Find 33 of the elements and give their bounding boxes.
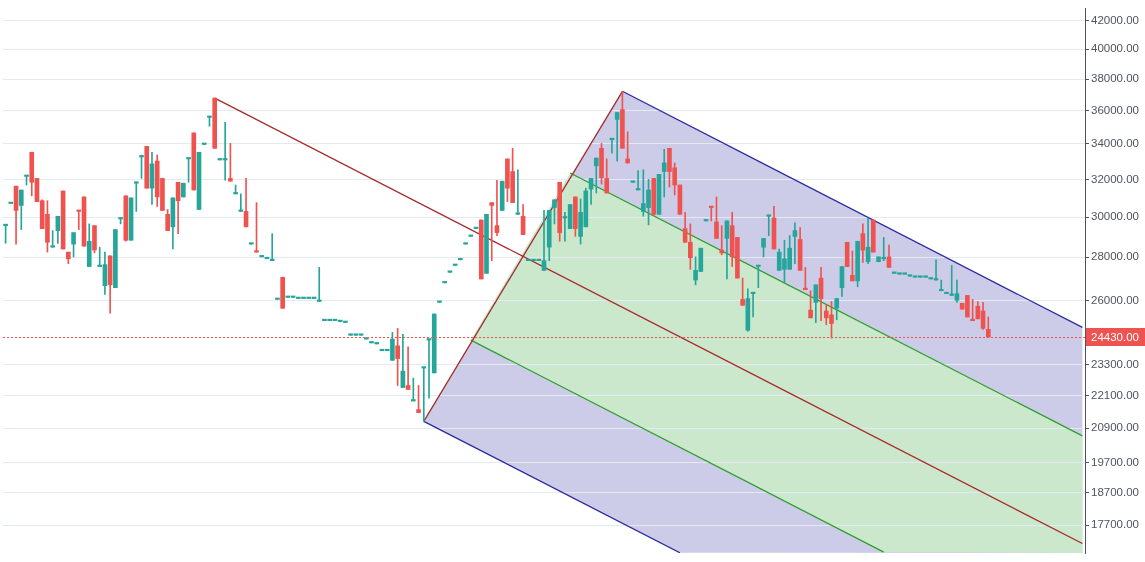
candlestick	[515, 169, 521, 215]
y-tick-label: 42000.00	[1091, 13, 1139, 26]
candlestick	[494, 179, 500, 236]
candlestick	[133, 181, 139, 212]
y-tick-label: 32000.00	[1091, 172, 1139, 185]
candlestick	[269, 233, 275, 261]
y-tick-label: 38000.00	[1091, 72, 1139, 85]
candlestick	[792, 222, 798, 264]
y-tick-label: 23300.00	[1091, 357, 1139, 370]
y-tick-label: 28000.00	[1091, 250, 1139, 263]
candlestick	[489, 202, 495, 261]
candlestick	[708, 205, 714, 222]
y-tick-label: 20900.00	[1091, 421, 1139, 434]
candlestick	[405, 346, 411, 390]
candlestick	[316, 267, 322, 302]
y-tick-label: 26000.00	[1091, 293, 1139, 306]
y-tick-label: 17700.00	[1091, 518, 1139, 531]
candlestick	[593, 157, 599, 194]
candlestick	[421, 366, 427, 422]
y-tick-label: 34000.00	[1091, 137, 1139, 150]
y-tick-label: 19700.00	[1091, 455, 1139, 468]
y-tick-label: 18700.00	[1091, 486, 1139, 499]
y-tick-label: 22100.00	[1091, 388, 1139, 401]
candlestick	[766, 214, 772, 236]
ref-line-label: 24430.00	[1091, 331, 1139, 344]
y-tick-label: 40000.00	[1091, 42, 1139, 55]
y-tick-label: 36000.00	[1091, 103, 1139, 116]
candlestick	[661, 148, 667, 198]
candlestick	[614, 112, 620, 162]
y-tick-label: 30000.00	[1091, 210, 1139, 223]
candlestick	[938, 279, 944, 292]
candlestick	[755, 264, 761, 289]
candlestick	[410, 377, 416, 402]
